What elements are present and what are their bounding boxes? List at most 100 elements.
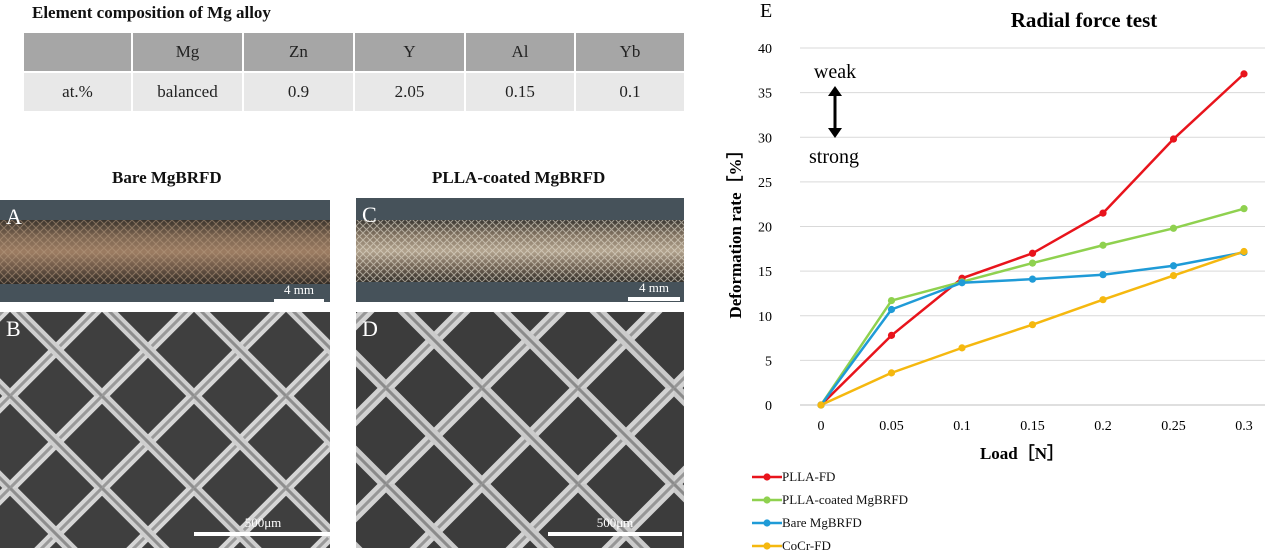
x-tick-label: 0.05 xyxy=(879,419,904,434)
scale-bar-b: 500μm xyxy=(194,515,330,536)
table-header-cell: Zn xyxy=(242,31,355,73)
y-tick-label: 0 xyxy=(765,399,772,414)
legend-item: Bare MgBRFD xyxy=(752,515,862,531)
series-line xyxy=(820,72,1245,406)
data-point xyxy=(1240,205,1248,213)
data-point xyxy=(887,331,896,339)
legend-label: CoCr-FD xyxy=(782,538,831,553)
data-point xyxy=(1240,70,1248,78)
table-header-cell xyxy=(22,31,133,73)
data-point xyxy=(817,401,825,409)
panel-letter-c: C xyxy=(362,202,377,227)
table-header-cell: Yb xyxy=(574,31,686,73)
data-point xyxy=(1240,247,1248,256)
data-point xyxy=(1099,296,1107,304)
chart-grid xyxy=(800,47,1265,406)
panel-title-coated: PLLA-coated MgBRFD xyxy=(432,168,606,187)
data-point xyxy=(1169,135,1178,143)
table-cell: 2.05 xyxy=(353,71,466,113)
scale-bar-line xyxy=(274,299,324,302)
scale-bar-label: 500μm xyxy=(596,515,634,530)
panel-c-photo: C 4 mm xyxy=(356,198,684,302)
legend-label: PLLA-FD xyxy=(782,469,836,484)
annotation-weak: weak xyxy=(814,61,856,83)
annotation-strong: strong xyxy=(809,146,859,168)
table-header-cell: Y xyxy=(353,31,466,73)
data-point xyxy=(1169,262,1178,270)
table-cell: 0.1 xyxy=(574,71,686,113)
y-tick-label: 40 xyxy=(758,42,772,57)
y-tick-label: 20 xyxy=(758,221,772,236)
data-point xyxy=(1028,321,1037,329)
panel-letter-d: D xyxy=(362,316,378,341)
data-point xyxy=(958,279,966,287)
data-point xyxy=(887,369,896,377)
table-row: at.% balanced 0.9 2.05 0.15 0.1 xyxy=(22,71,686,113)
y-tick-label: 25 xyxy=(758,176,772,191)
table-cell: at.% xyxy=(22,71,133,113)
legend-swatch xyxy=(752,496,782,504)
composition-table: Mg Zn Y Al Yb at.% balanced 0.9 2.05 0.1… xyxy=(22,31,686,113)
y-tick-label: 15 xyxy=(758,265,772,280)
chart-title: Radial force test xyxy=(1011,8,1158,32)
data-point xyxy=(887,296,896,305)
data-point xyxy=(1169,224,1178,232)
panel-a-photo: A 4 mm xyxy=(0,200,330,302)
data-point xyxy=(1028,249,1037,257)
scale-bar-d: 500μm xyxy=(548,515,682,536)
scale-bar-line xyxy=(194,532,330,536)
scale-bar-label: 4 mm xyxy=(639,280,669,295)
y-tick-label: 30 xyxy=(758,131,772,146)
panel-letter-b: B xyxy=(6,316,21,341)
legend-swatch xyxy=(752,542,782,550)
y-tick-label: 35 xyxy=(758,87,772,102)
data-point xyxy=(1028,275,1037,283)
legend-item: PLLA-coated MgBRFD xyxy=(752,492,908,508)
scale-bar-a: 4 mm xyxy=(274,282,324,302)
scale-bar-c: 4 mm xyxy=(628,280,680,301)
data-point xyxy=(887,305,896,314)
table-title: Element composition of Mg alloy xyxy=(32,3,271,22)
y-tick-label: 10 xyxy=(758,310,772,325)
x-tick-label: 0 xyxy=(818,419,825,434)
x-tick-label: 0.1 xyxy=(953,419,971,434)
data-point xyxy=(958,344,966,352)
data-point xyxy=(1169,271,1178,280)
scale-bar-line xyxy=(628,297,680,301)
table-cell: 0.9 xyxy=(242,71,355,113)
x-tick-label: 0.3 xyxy=(1235,419,1253,434)
legend-label: PLLA-coated MgBRFD xyxy=(782,492,909,507)
double-arrow xyxy=(828,86,842,138)
data-point xyxy=(1028,259,1037,267)
data-point xyxy=(1099,271,1107,279)
legend-label: Bare MgBRFD xyxy=(782,515,862,530)
panel-letter-a: A xyxy=(6,204,22,229)
x-tick-label: 0.25 xyxy=(1161,419,1186,434)
panel-title-bare: Bare MgBRFD xyxy=(112,168,222,187)
scale-bar-label: 500μm xyxy=(244,515,282,530)
legend-item: CoCr-FD xyxy=(752,538,831,554)
scale-bar-line xyxy=(548,532,682,536)
y-axis-label: Deformation rate［%］ xyxy=(725,141,745,318)
x-axis-ticks: 0 0.05 0.1 0.15 0.2 0.25 0.3 xyxy=(818,419,1253,434)
series-line xyxy=(819,251,1245,406)
table-header-row: Mg Zn Y Al Yb xyxy=(22,31,686,73)
table-cell: 0.15 xyxy=(464,71,576,113)
data-point xyxy=(1099,241,1107,249)
legend-swatch xyxy=(752,519,782,527)
panel-letter-e: E xyxy=(760,0,772,22)
x-axis-label: Load［N］ xyxy=(980,443,1064,463)
y-tick-label: 5 xyxy=(765,354,772,369)
panel-d-sem: D 500μm xyxy=(356,312,684,548)
legend-item: PLLA-FD xyxy=(752,469,835,485)
y-axis-ticks: 0 5 10 15 20 25 30 35 40 xyxy=(758,42,772,414)
table-header-cell: Al xyxy=(464,31,576,73)
x-tick-label: 0.15 xyxy=(1020,419,1045,434)
x-tick-label: 0.2 xyxy=(1094,419,1112,434)
table-cell: balanced xyxy=(131,71,244,113)
chart-series xyxy=(817,70,1248,409)
table-header-cell: Mg xyxy=(131,31,244,73)
panel-b-sem: B 500μm xyxy=(0,312,330,548)
data-point xyxy=(1099,209,1107,217)
scale-bar-label: 4 mm xyxy=(284,282,314,297)
